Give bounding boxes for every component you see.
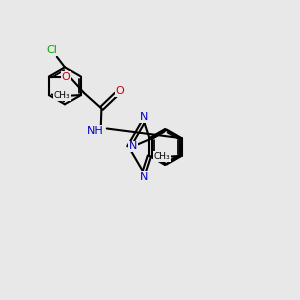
Text: O: O [62, 71, 70, 82]
Text: Cl: Cl [46, 45, 57, 55]
Text: NH: NH [87, 126, 104, 136]
Text: N: N [140, 112, 149, 122]
Text: CH₃: CH₃ [153, 152, 170, 161]
Text: O: O [116, 86, 124, 96]
Text: N: N [129, 141, 137, 152]
Text: CH₃: CH₃ [54, 91, 70, 100]
Text: N: N [140, 172, 149, 182]
